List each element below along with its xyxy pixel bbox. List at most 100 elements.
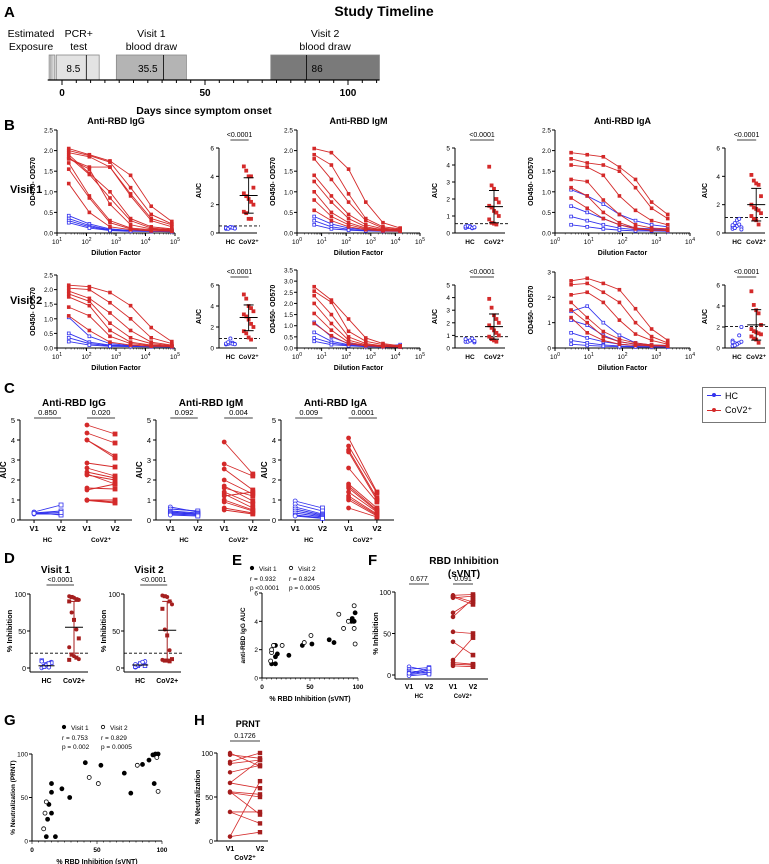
cov-curve-line [68,315,172,347]
auc-y-tick-label: 6 [716,146,720,153]
auc-x-label-hc: HC [465,354,475,361]
curve-y-tick-label: 3 [547,270,551,277]
cov-curve-point [312,146,316,151]
curve-y-tick-label: 1.5 [44,302,53,309]
cov-curve-point [585,152,590,157]
d-cov-point [160,606,165,611]
cov-curve-point [617,342,622,346]
cov-curve-point [633,343,638,348]
timeline-tick-label: 50 [199,88,211,99]
f-title-1: (sVNT) [448,569,480,580]
curve-x-tick-label: 102 [81,352,91,361]
cov-curve-point [633,332,638,336]
c-group-label-cov: CoV2⁺ [228,537,249,544]
c-y-tick-label: 0 [272,516,276,525]
f-cov-v2-point [470,664,476,669]
cov-curve-point [398,229,402,234]
cov-curve-line [313,199,401,232]
c-y-tick-label: 3 [11,456,15,465]
c-cov-v1-point [84,430,90,436]
hc-curve-point [312,336,316,340]
d-x-label-cov: CoV2+ [156,678,178,685]
g-point-visit1 [49,781,54,786]
cov-curve-point [346,167,351,171]
c-cov-v1-point [221,485,227,491]
d-y-tick-label: 100 [14,592,26,599]
c-y-tick-label: 4 [272,436,276,445]
c-y-tick-label: 2 [11,476,15,485]
f-x-tick-label: V1 [449,684,458,691]
auc-cov-point [494,339,499,344]
c-hc-pair-line [33,504,62,513]
e-point-visit2 [279,643,285,648]
auc-cov-point [749,289,754,294]
timeline-bar-3 [270,54,380,81]
auc-cov-point [494,330,499,335]
cov-curve-point [329,312,334,317]
auc-hc-point [226,340,231,345]
cov-curve-point [633,208,638,213]
f-cov-v1-point [450,614,456,620]
c-cov-v1-point [346,489,351,495]
cov-curve-point [569,292,573,297]
auc-ylabel-2: AUC [702,183,709,198]
cov-curve-point [170,344,174,349]
c-ylabel-2: AUC [260,461,269,479]
cov-curve-point [633,177,638,182]
auc-ylabel-0: AUC [196,183,203,198]
auc-hc-point [463,337,468,342]
curve-x-tick-label: 101 [317,237,327,246]
hc-curve-point [601,227,606,231]
cov-curve-point [87,299,92,304]
h-pair-line [229,791,261,815]
d-cov-point [76,657,81,662]
h-group-label: CoV2⁺ [234,855,256,862]
auc-y-tick-label: 6 [716,283,720,290]
c-y-tick-label: 2 [272,476,276,485]
e-point-visit1 [309,641,315,647]
c-cov-pair-line [348,495,378,515]
cov-curve-point [585,290,590,295]
h-v2-point [257,812,263,817]
auc-y-tick-label: 1 [446,333,450,340]
curve-y-tick-label: 1.5 [44,169,53,176]
hc-curve-point [649,222,654,227]
c-cov-pair-line [86,487,116,490]
e-y-tick-label: 6 [254,591,258,598]
cov-curve-point [312,311,316,316]
cov-curve-point [601,334,606,339]
auc-ylabel-4: AUC [432,309,439,324]
h-v1-point [227,780,233,786]
f-cov-v1-point [450,610,456,616]
cov-curve-point [569,150,573,155]
curve-y-tick-label: 2 [547,295,551,302]
auc-cov-point [241,164,246,169]
c-cov-v1-point [346,435,351,441]
g-point-visit2 [42,810,48,816]
g-point-visit2 [134,762,140,768]
h-y-tick-label: 100 [201,751,213,758]
cov-curve-point [363,218,368,223]
curve-x-tick-label: 104 [390,352,400,361]
c-cov-pair-line [86,471,116,479]
hc-curve-point [585,218,590,223]
auc-hc-point [470,336,475,341]
c-x-tick-label: V1 [166,524,175,533]
curve-x-tick-label: 102 [617,237,627,246]
auc-y-tick-label: 2 [446,320,450,327]
c-cov-v2-point [374,490,380,496]
auc-y-tick-label: 0 [210,231,214,238]
f-hc-pair-line [408,667,430,674]
auc-cov-point [496,320,501,325]
cov-curve-point [128,218,133,223]
timeline-median-label-2: 35.5 [138,64,158,75]
hc-curve-point [569,330,573,335]
hc-curve-point [585,304,590,308]
cov-curve-point [128,227,133,232]
g-legend-r-1: r = 0.829 [101,735,127,742]
cov-curve-line [313,323,401,348]
g-point-visit2 [43,799,49,805]
auc-y-tick-label: 3 [446,308,450,315]
auc-cov-point [246,335,251,340]
cov-curve-point [312,198,316,202]
